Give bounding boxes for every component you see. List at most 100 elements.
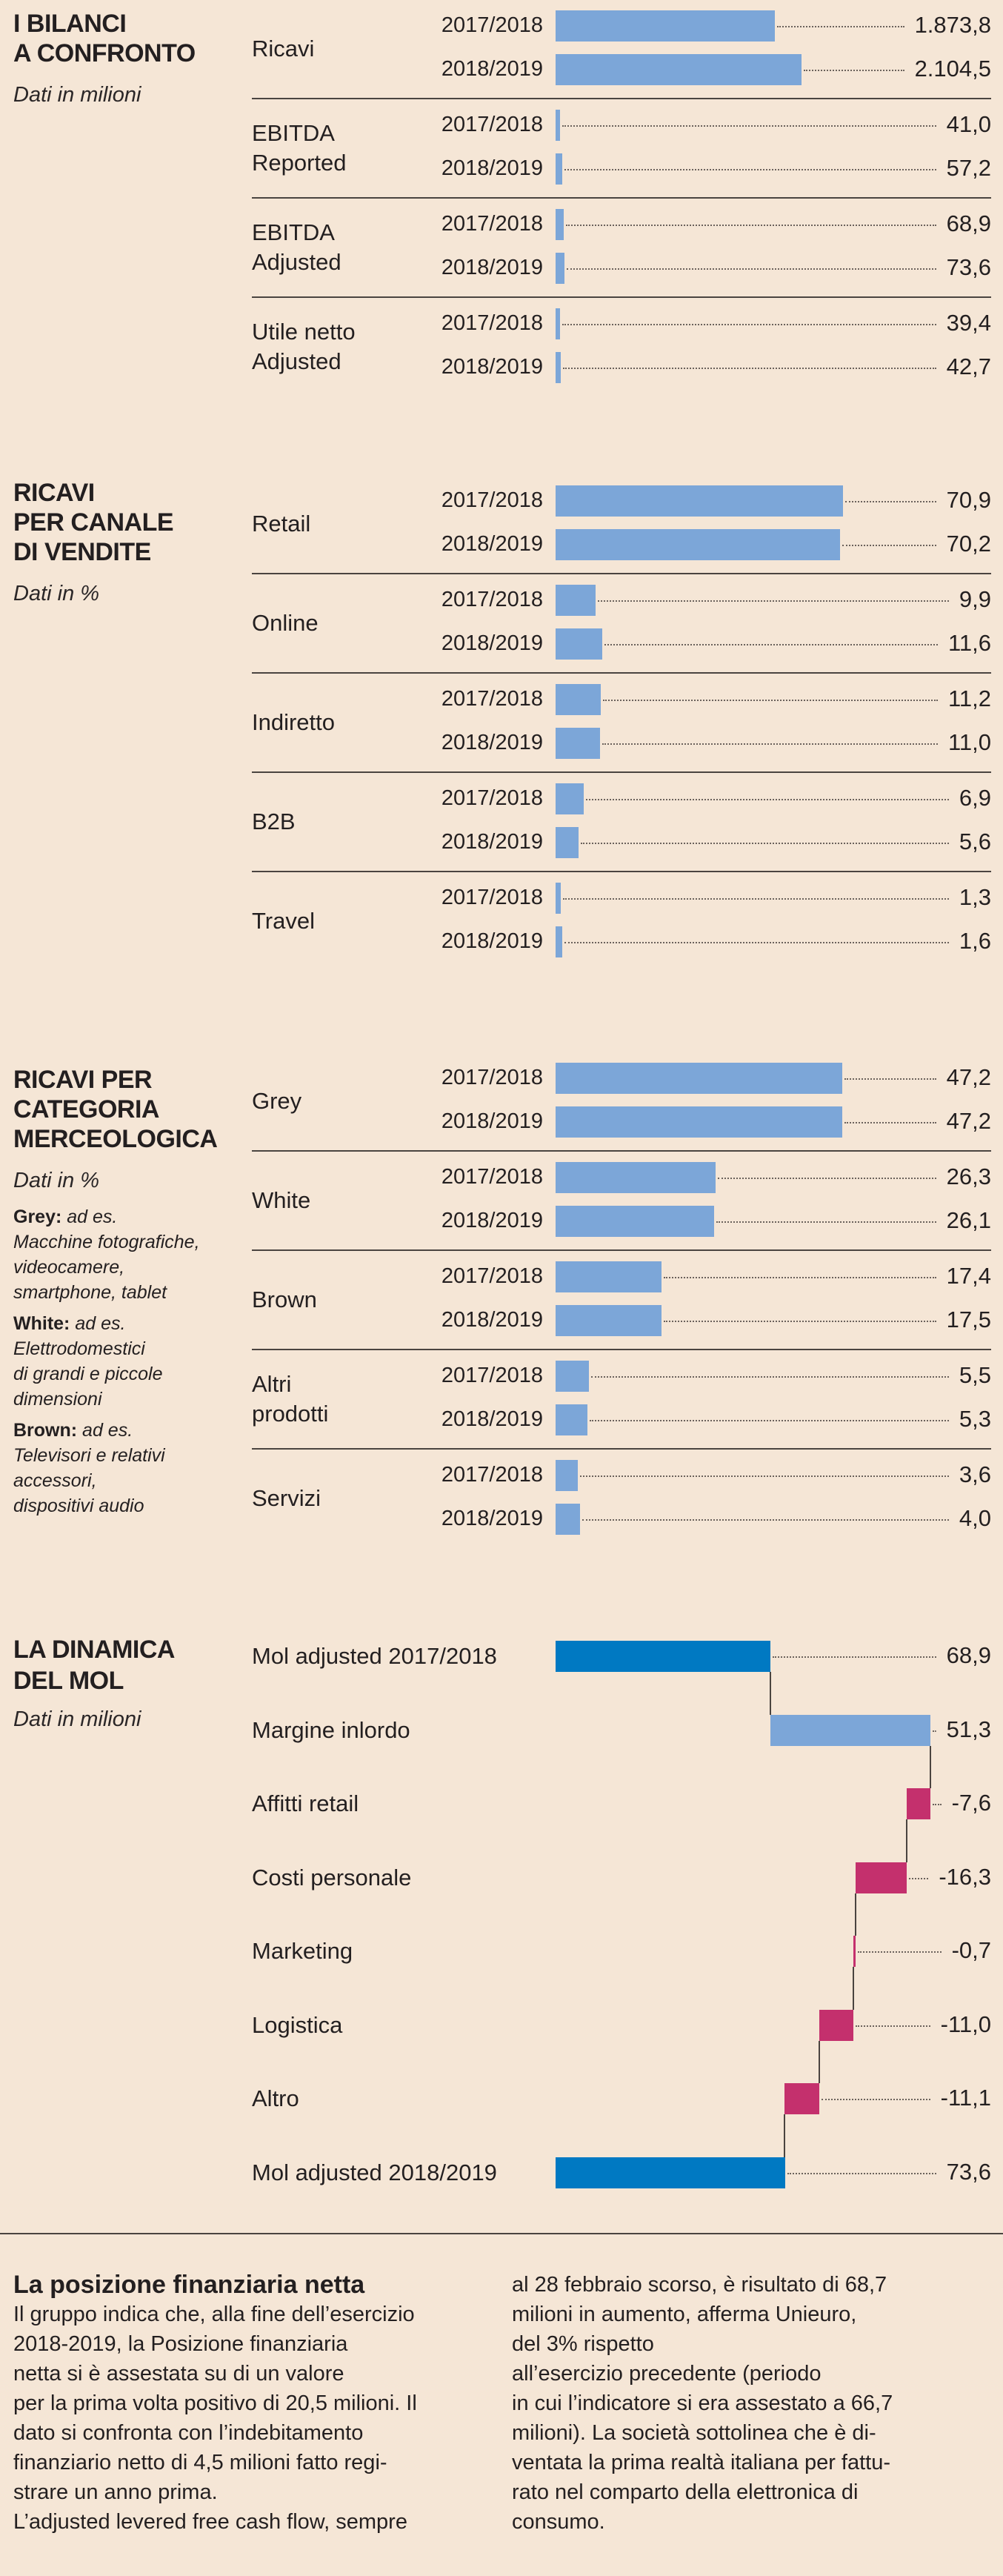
year-label: 2018/2019: [441, 631, 543, 655]
section-title: A CONFRONTO: [13, 39, 196, 67]
group-label: Indiretto: [252, 709, 336, 735]
leader-line: [598, 600, 949, 602]
note-text: ad es.: [67, 1206, 118, 1227]
group-label: Adjusted: [252, 348, 341, 374]
note-text: ad es.: [75, 1313, 126, 1334]
year-label: 2017/2018: [441, 786, 543, 810]
year-label: 2017/2018: [441, 1364, 543, 1387]
leader-line: [663, 1277, 936, 1278]
group-divider: [252, 871, 991, 872]
group-label: Travel: [252, 908, 315, 934]
leader-line: [603, 700, 938, 701]
bar: [556, 209, 564, 240]
waterfall-bar: [770, 1714, 931, 1746]
waterfall-label: Mol adjusted 2017/2018: [252, 1643, 497, 1669]
year-label: 2018/2019: [441, 731, 543, 754]
group-divider: [252, 573, 991, 574]
value-label: 68,9: [946, 210, 991, 236]
year-label: 2018/2019: [441, 1209, 543, 1232]
bar: [556, 110, 561, 141]
category-note: Televisori e relativi: [13, 1443, 165, 1468]
leader-line: [566, 268, 936, 270]
leader-line: [858, 1951, 942, 1953]
group-divider: [252, 1448, 991, 1450]
note-text: ad es.: [82, 1420, 133, 1441]
leader-line: [579, 1475, 949, 1477]
article-divider: [0, 2233, 1003, 2234]
waterfall-label: Affitti retail: [252, 1790, 359, 1816]
waterfall-label: Marketing: [252, 1938, 353, 1964]
bar: [556, 1106, 842, 1138]
group-label: Ricavi: [252, 36, 315, 62]
year-label: 2018/2019: [441, 1109, 543, 1133]
group-label: Grey: [252, 1088, 302, 1114]
note-text: di grandi e piccole: [13, 1364, 163, 1384]
connector-line: [770, 1672, 772, 1715]
note-text: Elettrodomestici: [13, 1338, 145, 1359]
value-label: 17,5: [946, 1307, 991, 1332]
bar: [556, 883, 562, 914]
group-label: Reported: [252, 150, 347, 176]
section-subtitle: Dati in milioni: [13, 83, 141, 107]
section-title: PER CANALE: [13, 508, 174, 537]
leader-line: [590, 1420, 949, 1421]
value-label: 5,6: [959, 829, 991, 854]
article-line: consumo.: [512, 2510, 605, 2534]
article-line: dato si confronta con l’indebitamento: [13, 2421, 364, 2445]
waterfall-label: Altro: [252, 2085, 299, 2111]
year-label: 2018/2019: [441, 256, 543, 279]
waterfall-label: Logistica: [252, 2011, 343, 2038]
group-label: Brown: [252, 1287, 317, 1312]
article-line: 2018-2019, la Posizione finanziaria: [13, 2332, 348, 2356]
waterfall-label: Margine inlordo: [252, 1716, 410, 1743]
section-title: DI VENDITE: [13, 538, 151, 566]
leader-line: [933, 1804, 942, 1805]
year-label: 2017/2018: [441, 1066, 543, 1089]
article-line: strare un anno prima.: [13, 2480, 218, 2504]
bar: [556, 153, 563, 185]
bar: [556, 728, 601, 759]
leader-line: [842, 545, 936, 546]
leader-line: [580, 843, 949, 844]
value-label: 57,2: [946, 155, 991, 181]
category-note: videocamere,: [13, 1255, 124, 1280]
article-heading: La posizione finanziaria netta: [13, 2271, 365, 2299]
leader-line: [845, 501, 936, 502]
waterfall-bar: [907, 1788, 931, 1819]
value-label: 73,6: [946, 2158, 991, 2185]
group-divider: [252, 771, 991, 773]
section-title: MERCEOLOGICA: [13, 1125, 218, 1153]
year-label: 2017/2018: [441, 212, 543, 236]
waterfall-bar: [784, 2083, 820, 2114]
article-line: L’adjusted levered free cash flow, sempr…: [13, 2510, 407, 2534]
connector-line: [855, 1893, 857, 1936]
group-label: Utile netto: [252, 319, 356, 345]
category-note: dispositivi audio: [13, 1493, 144, 1518]
leader-line: [804, 70, 904, 71]
article-line: al 28 febbraio scorso, è risultato di 68…: [512, 2273, 887, 2297]
waterfall-label: Mol adjusted 2018/2019: [252, 2159, 497, 2185]
group-label: Retail: [252, 511, 311, 537]
article-line: per la prima volta positivo di 20,5 mili…: [13, 2391, 417, 2415]
group-divider: [252, 1349, 991, 1350]
value-label: 4,0: [959, 1505, 991, 1531]
value-label: 51,3: [946, 1716, 991, 1742]
bar: [556, 783, 584, 814]
value-label: 5,5: [959, 1362, 991, 1388]
leader-line: [716, 1221, 936, 1223]
bar: [556, 1404, 588, 1435]
bar: [556, 352, 561, 383]
group-divider: [252, 1150, 991, 1152]
bar: [556, 1162, 716, 1193]
note-text: Macchine fotografiche,: [13, 1232, 200, 1252]
bar: [556, 529, 841, 560]
article-line: Il gruppo indica che, alla fine dell’ese…: [13, 2303, 415, 2326]
waterfall-bar: [819, 2009, 854, 2041]
section-subtitle: Dati in %: [13, 1169, 100, 1192]
leader-line: [604, 644, 938, 645]
group-label: prodotti: [252, 1401, 329, 1427]
leader-line: [664, 1321, 936, 1322]
note-text: smartphone, tablet: [13, 1282, 167, 1303]
group-divider: [252, 98, 991, 99]
section-title: RICAVI PER: [13, 1066, 153, 1094]
